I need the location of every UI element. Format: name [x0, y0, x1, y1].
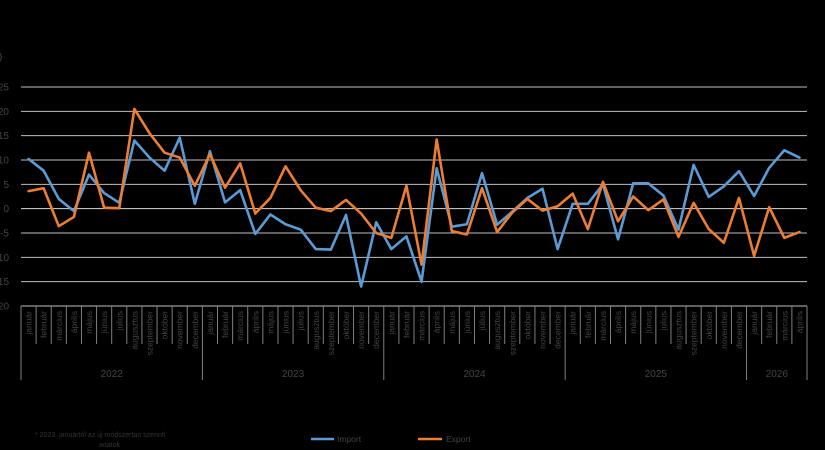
- x-month-label: január: [205, 311, 215, 336]
- x-month-label: január: [386, 311, 396, 336]
- x-month-label: március: [235, 311, 245, 341]
- footnote-line-1: * 2023. januártól az új módszertan szeri…: [35, 432, 166, 439]
- y-tick-label: 15: [0, 131, 9, 142]
- legend-import-label: Import: [337, 434, 362, 444]
- x-month-label: április: [69, 311, 79, 333]
- x-year-label: 2025: [645, 369, 668, 380]
- y-tick-label: -10: [0, 253, 9, 264]
- y-axis-ticks: 25 20 15 10 5 0 -5 -10 -15 -20: [0, 83, 9, 313]
- series-line-import: [27, 136, 801, 288]
- x-axis: január február március április május június jú…: [20, 306, 808, 380]
- x-year-label: 2022: [101, 369, 124, 380]
- x-month-label: április: [432, 311, 442, 333]
- x-month-label: november: [175, 311, 185, 349]
- x-month-label: december: [190, 311, 200, 349]
- x-month-label: július: [114, 311, 124, 331]
- x-month-label: február: [401, 311, 411, 338]
- x-month-label: május: [265, 311, 275, 334]
- x-month-label: december: [371, 311, 381, 349]
- x-month-label: március: [54, 311, 64, 341]
- x-month-label: október: [160, 311, 170, 340]
- x-month-label: május: [84, 311, 94, 334]
- x-month-label: június: [281, 311, 291, 334]
- x-year-label: 2024: [463, 369, 486, 380]
- series-line-export: [27, 107, 801, 266]
- x-month-label: február: [583, 311, 593, 338]
- x-month-label: szeptember: [507, 311, 517, 356]
- x-month-label: január: [749, 311, 759, 336]
- x-month-label: január: [568, 311, 578, 336]
- y-tick-label: 0: [3, 204, 9, 215]
- x-month-label: augusztus: [492, 311, 502, 350]
- x-month-label: augusztus: [311, 311, 321, 350]
- x-year-label: 2023: [282, 369, 305, 380]
- y-tick-label: -5: [0, 229, 9, 240]
- x-month-label: június: [462, 311, 472, 334]
- x-month-label: október: [522, 311, 532, 340]
- x-month-label: november: [537, 311, 547, 349]
- x-month-label: április: [794, 311, 804, 333]
- legend-export-label: Export: [446, 434, 471, 444]
- y-tick-label: -20: [0, 302, 9, 313]
- x-month-label: február: [39, 311, 49, 338]
- x-month-label: március: [779, 311, 789, 341]
- x-month-label: szeptember: [689, 311, 699, 356]
- y-tick-label: 5: [3, 180, 9, 191]
- x-month-label: június: [99, 311, 109, 334]
- x-month-label: május: [628, 311, 638, 334]
- x-month-label: szeptember: [326, 311, 336, 356]
- x-month-label: március: [598, 311, 608, 341]
- x-month-label: június: [643, 311, 653, 334]
- y-tick-label: -15: [0, 277, 9, 288]
- x-month-label: november: [719, 311, 729, 349]
- y-tick-label: 25: [0, 83, 9, 94]
- x-month-label: július: [296, 311, 306, 331]
- legend: Import Export: [311, 434, 471, 444]
- x-month-label: április: [250, 311, 260, 333]
- x-month-label: február: [764, 311, 774, 338]
- x-month-label: május: [447, 311, 457, 334]
- x-month-label: augusztus: [129, 311, 139, 350]
- x-month-label: július: [477, 311, 487, 331]
- y-tick-label: 20: [0, 107, 9, 118]
- x-month-label: november: [356, 311, 366, 349]
- x-month-label: március: [417, 311, 427, 341]
- x-month-label: február: [220, 311, 230, 338]
- x-month-label: április: [613, 311, 623, 333]
- x-month-label: október: [341, 311, 351, 340]
- gridlines: [21, 86, 807, 307]
- x-month-label: december: [553, 311, 563, 349]
- x-month-label: október: [704, 311, 714, 340]
- x-month-label: augusztus: [674, 311, 684, 350]
- x-month-label: december: [734, 311, 744, 349]
- series-lines: [27, 107, 801, 288]
- x-month-label: január: [24, 311, 34, 336]
- y-tick-label: 10: [0, 156, 9, 167]
- footnote-line-2: adatok: [99, 442, 121, 449]
- x-month-label: szeptember: [144, 311, 154, 356]
- x-month-label: július: [658, 311, 668, 331]
- y-axis-fragment: ): [0, 52, 2, 63]
- x-year-label: 2026: [766, 369, 789, 380]
